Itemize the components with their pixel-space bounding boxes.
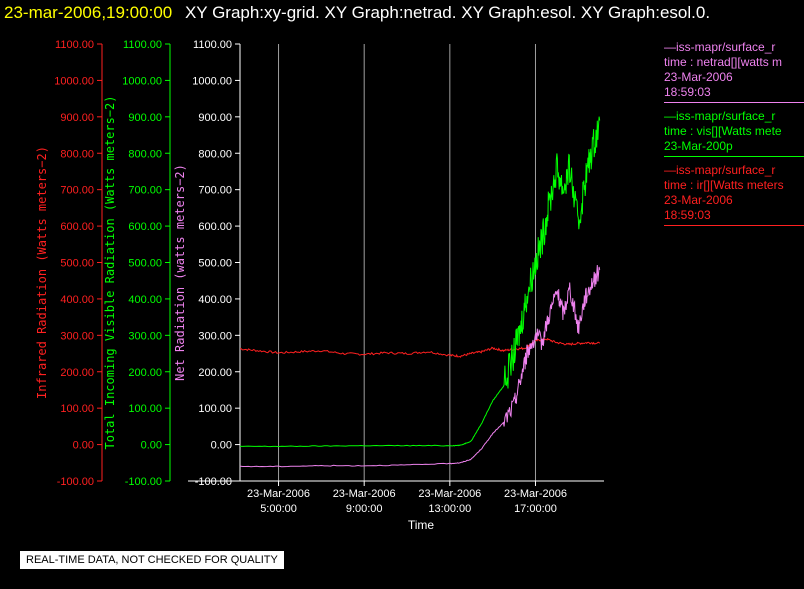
net-tick-label-10: 900.00	[198, 112, 232, 124]
legend-net-rule	[664, 102, 804, 103]
net-tick-label-8: 700.00	[198, 185, 232, 197]
legend-ir-line-3: 18:59:03	[664, 208, 711, 222]
legend-vis-rule	[664, 156, 804, 157]
vis-tick-label-9: 800.00	[128, 148, 162, 160]
net-tick-label-5: 400.00	[198, 294, 232, 306]
ir-tick-label-0: -100.00	[57, 476, 94, 488]
header-date: 23-mar-2006,19:00:00	[4, 3, 173, 22]
ir-tick-label-6: 500.00	[60, 258, 94, 270]
legend-ir-rule	[664, 225, 804, 226]
ir-tick-label-7: 600.00	[60, 221, 94, 233]
x-axis-label: Time	[408, 518, 435, 532]
x-tick-date-3: 23-Mar-2006	[504, 488, 567, 500]
net-tick-label-7: 600.00	[198, 221, 232, 233]
header-titles: XY Graph:xy-grid. XY Graph:netrad. XY Gr…	[184, 3, 711, 22]
legend-ir-line-2: 23-Mar-2006	[664, 193, 733, 207]
ir-tick-label-11: 1000.00	[54, 75, 94, 87]
vis-series-line	[239, 116, 601, 448]
legend-net-line-3: 18:59:03	[664, 85, 711, 99]
legend-net-line-0: —iss-mapr/surface_r	[664, 40, 776, 54]
x-tick-date-2: 23-Mar-2006	[418, 488, 481, 500]
ir-tick-label-12: 1100.00	[55, 39, 94, 51]
legend-vis-line-2: 23-Mar-200p	[664, 139, 733, 153]
legend-entry-vis: —iss-mapr/surface_r time : vis[][Watts me…	[664, 109, 804, 157]
ir-axis-label: Infrared Radiation (Watts meters−2)	[35, 146, 49, 399]
net-tick-label-0: -100.00	[195, 476, 232, 488]
vis-tick-label-12: 1100.00	[123, 39, 162, 51]
quality-notice: REAL-TIME DATA, NOT CHECKED FOR QUALITY	[20, 551, 284, 569]
vis-tick-label-3: 200.00	[128, 367, 162, 379]
net-tick-label-11: 1000.00	[192, 75, 232, 87]
vis-tick-label-1: 0.00	[141, 440, 162, 452]
net-tick-label-6: 500.00	[198, 258, 232, 270]
ir-tick-label-2: 100.00	[60, 403, 94, 415]
x-tick-date-1: 23-Mar-2006	[333, 488, 396, 500]
x-tick-time-3: 17:00:00	[514, 503, 557, 515]
legend-entry-net: —iss-mapr/surface_r time : netrad[][watts…	[664, 40, 804, 103]
legend-entry-ir: —iss-mapr/surface_r time : ir[][Watts met…	[664, 163, 804, 226]
net-series-line	[239, 264, 601, 468]
legend-vis-line-0: —iss-mapr/surface_r	[664, 109, 776, 123]
ir-tick-label-5: 400.00	[60, 294, 94, 306]
ir-series-line	[240, 337, 601, 358]
x-tick-time-1: 9:00:00	[346, 503, 383, 515]
legend-net-line-1: time : netrad[][watts m	[664, 55, 783, 69]
vis-axis-label: Total Incoming Visible Radiation (Watts …	[103, 95, 117, 449]
vis-tick-label-11: 1000.00	[122, 75, 162, 87]
net-tick-label-3: 200.00	[198, 367, 232, 379]
vis-tick-label-6: 500.00	[128, 258, 162, 270]
x-tick-date-0: 23-Mar-2006	[247, 488, 310, 500]
legend-net-line-2: 23-Mar-2006	[664, 70, 733, 84]
vis-tick-label-7: 600.00	[128, 221, 162, 233]
net-tick-label-9: 800.00	[198, 148, 232, 160]
legend-ir-line-0: —iss-mapr/surface_r	[664, 163, 776, 177]
ir-tick-label-8: 700.00	[60, 185, 94, 197]
net-tick-label-12: 1100.00	[193, 39, 232, 51]
vis-tick-label-5: 400.00	[128, 294, 162, 306]
net-tick-label-4: 300.00	[198, 330, 232, 342]
vis-tick-label-8: 700.00	[128, 185, 162, 197]
legend-vis-line-1: time : vis[][Watts mete	[664, 124, 782, 138]
vis-tick-label-2: 100.00	[128, 403, 162, 415]
legend-ir-line-1: time : ir[][Watts meters	[664, 178, 784, 192]
ir-tick-label-3: 200.00	[60, 367, 94, 379]
net-axis-label: Net Radiation (watts meters−2)	[173, 164, 187, 381]
net-tick-label-2: 100.00	[198, 403, 232, 415]
x-tick-time-2: 13:00:00	[428, 503, 471, 515]
ir-tick-label-10: 900.00	[60, 112, 94, 124]
net-tick-label-1: 0.00	[211, 440, 232, 452]
vis-tick-label-4: 300.00	[128, 330, 162, 342]
vis-tick-label-10: 900.00	[128, 112, 162, 124]
ir-tick-label-1: 0.00	[73, 440, 94, 452]
ir-tick-label-9: 800.00	[60, 148, 94, 160]
header-bar: 23-mar-2006,19:00:00 XY Graph:xy-grid. X…	[0, 2, 804, 26]
vis-tick-label-0: -100.00	[125, 476, 162, 488]
x-tick-time-0: 5:00:00	[260, 503, 297, 515]
ir-tick-label-4: 300.00	[60, 330, 94, 342]
legend: —iss-mapr/surface_r time : netrad[][watts…	[664, 40, 804, 232]
